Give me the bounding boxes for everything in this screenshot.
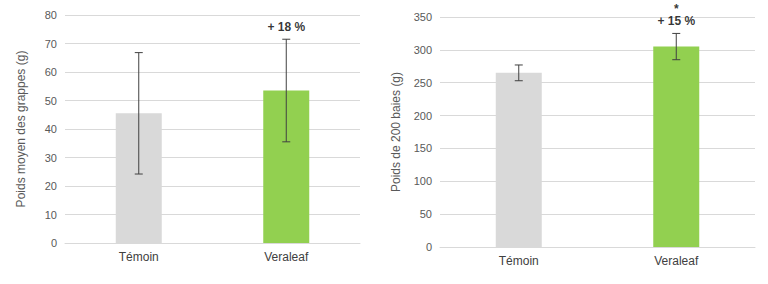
svg-text:Veraleaf: Veraleaf	[654, 254, 699, 268]
svg-text:350: 350	[414, 11, 432, 23]
svg-text:0: 0	[51, 237, 57, 249]
svg-text:+ 15 %: + 15 %	[657, 14, 695, 28]
svg-text:Veraleaf: Veraleaf	[264, 250, 309, 264]
svg-text:300: 300	[414, 44, 432, 56]
svg-text:20: 20	[45, 180, 57, 192]
svg-text:0: 0	[426, 241, 432, 253]
svg-text:30: 30	[45, 152, 57, 164]
svg-text:Témoin: Témoin	[499, 254, 539, 268]
svg-text:Poids moyen des grappes (g): Poids moyen des grappes (g)	[14, 51, 28, 208]
svg-text:60: 60	[45, 66, 57, 78]
svg-text:50: 50	[420, 208, 432, 220]
svg-text:10: 10	[45, 209, 57, 221]
svg-text:150: 150	[414, 142, 432, 154]
svg-text:50: 50	[45, 95, 57, 107]
svg-text:40: 40	[45, 123, 57, 135]
svg-text:250: 250	[414, 77, 432, 89]
svg-text:Poids de 200 baies (g): Poids de 200 baies (g)	[389, 72, 403, 192]
svg-text:200: 200	[414, 110, 432, 122]
svg-text:70: 70	[45, 38, 57, 50]
svg-text:Témoin: Témoin	[119, 250, 159, 264]
svg-text:80: 80	[45, 9, 57, 21]
svg-text:+ 18 %: + 18 %	[267, 20, 305, 34]
svg-text:100: 100	[414, 175, 432, 187]
